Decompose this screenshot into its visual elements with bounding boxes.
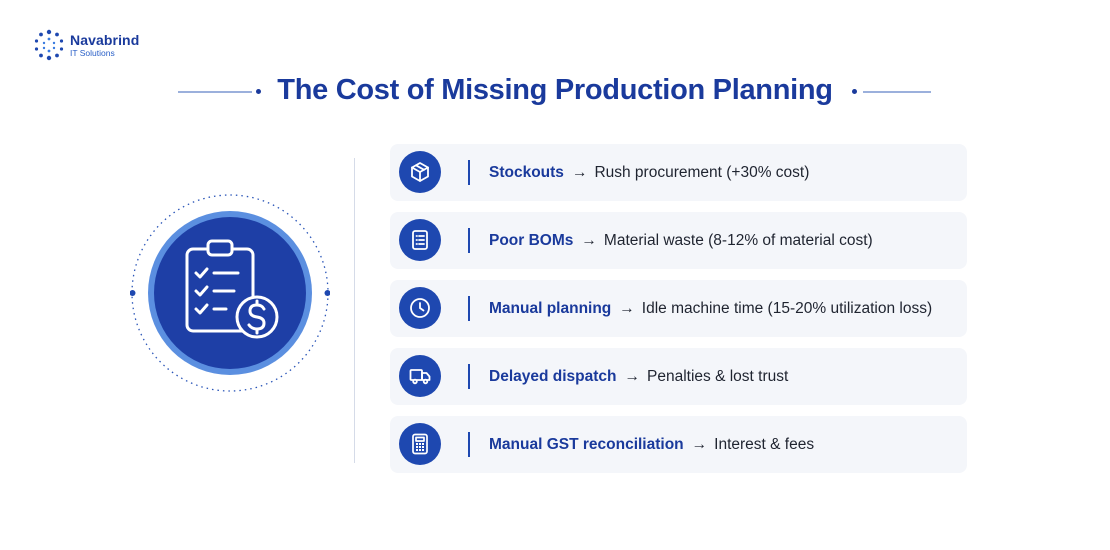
list-item: Stockouts → Rush procurement (+30% cost): [390, 144, 967, 201]
item-label: Manual planning: [489, 300, 612, 317]
item-label: Delayed dispatch: [489, 368, 617, 385]
item-label: Manual GST reconciliation: [489, 436, 684, 453]
list-document-icon: [399, 219, 441, 261]
arrow-icon: →: [619, 300, 635, 317]
row-separator: [468, 160, 470, 185]
item-consequence: Interest & fees: [714, 436, 815, 453]
list-item: Poor BOMs → Material waste (8-12% of mater…: [390, 212, 967, 269]
title-right-line: [863, 91, 931, 93]
page-title: The Cost of Missing Production Planning: [277, 74, 833, 106]
row-separator: [468, 364, 470, 389]
arrow-icon: →: [691, 436, 708, 453]
vertical-divider: [354, 158, 355, 463]
brand-name: Navabrind: [70, 31, 140, 48]
title-row: The Cost of Missing Production Planning: [0, 70, 1110, 114]
title-left-line: [178, 91, 252, 93]
title-right-dot: [852, 89, 857, 94]
clipboard-checklist-dollar-icon: [130, 194, 330, 392]
list-item: Manual GST reconciliation → Interest & fee…: [390, 416, 967, 473]
item-consequence: Rush procurement (+30% cost): [594, 164, 810, 181]
arrow-icon: →: [571, 164, 588, 181]
title-left-dot: [256, 89, 261, 94]
arrow-icon: →: [624, 368, 641, 385]
list-item: Delayed dispatch → Penalties & lost trust: [390, 348, 967, 405]
item-label: Poor BOMs: [489, 232, 574, 249]
row-separator: [468, 228, 470, 253]
list-item: Manual planning → Idle machine time (15-20…: [390, 280, 967, 337]
item-label: Stockouts: [489, 164, 564, 181]
row-separator: [468, 432, 470, 457]
item-consequence: Penalties & lost trust: [647, 368, 789, 385]
delivery-truck-icon: [399, 355, 441, 397]
row-separator: [468, 296, 470, 321]
arrow-icon: →: [581, 232, 597, 249]
item-consequence: Material waste (8-12% of material cost): [603, 232, 873, 249]
navabrind-logo-icon: [34, 29, 64, 61]
box-icon: [399, 151, 441, 193]
clock-icon: [399, 287, 441, 329]
item-consequence: Idle machine time (15-20% utilization lo…: [641, 300, 933, 317]
brand-logo: Navabrind IT Solutions: [32, 28, 139, 62]
calculator-icon: [399, 423, 441, 465]
brand-tagline: IT Solutions: [70, 47, 115, 58]
